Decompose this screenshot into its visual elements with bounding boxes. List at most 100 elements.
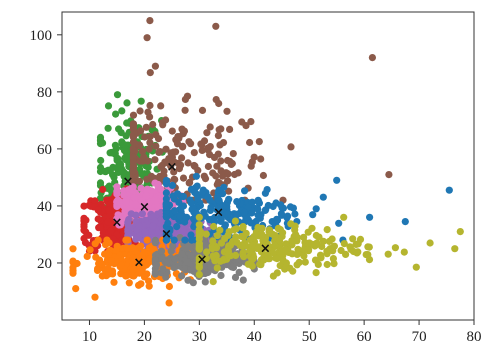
cluster-7-point bbox=[171, 255, 179, 263]
x-tick-label: 70 bbox=[412, 329, 427, 345]
cluster-9-point bbox=[315, 233, 323, 241]
cluster-2-point bbox=[247, 118, 255, 126]
cluster-8-point bbox=[171, 207, 179, 215]
cluster-6-point bbox=[69, 245, 77, 253]
cluster-8-point bbox=[192, 172, 200, 180]
cluster-2-point bbox=[210, 153, 219, 161]
cluster-2-point bbox=[190, 149, 198, 157]
cluster-2-point bbox=[146, 69, 154, 77]
cluster-7-point bbox=[187, 252, 195, 260]
centroid-marker-7: × bbox=[197, 253, 208, 268]
cluster-8-point bbox=[206, 206, 214, 214]
cluster-8-point bbox=[222, 210, 230, 219]
cluster-7-point bbox=[183, 244, 192, 252]
cluster-8-point bbox=[222, 202, 230, 210]
cluster-8-point bbox=[319, 193, 327, 201]
cluster-2-point bbox=[168, 127, 176, 135]
cluster-2-point bbox=[200, 172, 208, 180]
cluster-6-point bbox=[83, 252, 91, 260]
cluster-1-point bbox=[96, 194, 105, 202]
centroid-marker-6: × bbox=[133, 256, 144, 271]
cluster-7-point bbox=[235, 268, 243, 276]
cluster-9-point bbox=[364, 243, 372, 251]
cluster-4-point bbox=[138, 197, 146, 205]
cluster-2-point bbox=[146, 101, 154, 110]
cluster-6-point bbox=[143, 236, 151, 244]
cluster-8-point bbox=[233, 198, 241, 206]
cluster-1-point bbox=[137, 97, 145, 105]
cluster-2-point bbox=[212, 172, 220, 180]
cluster-8-point bbox=[162, 195, 170, 203]
cluster-9-point bbox=[252, 230, 260, 238]
cluster-2-point bbox=[225, 187, 233, 195]
cluster-9-point bbox=[340, 240, 348, 248]
cluster-2-point bbox=[144, 108, 152, 116]
cluster-9-point bbox=[287, 220, 295, 228]
cluster-8-point bbox=[286, 203, 295, 211]
cluster-8-point bbox=[162, 201, 170, 209]
cluster-9-point bbox=[293, 261, 301, 269]
cluster-8-point bbox=[273, 216, 282, 224]
cluster-7-point bbox=[231, 273, 240, 281]
cluster-7-point bbox=[190, 264, 198, 273]
x-tick-label: 50 bbox=[302, 329, 317, 345]
cluster-8-point bbox=[240, 208, 248, 216]
cluster-8-point bbox=[177, 205, 185, 213]
cluster-9-point bbox=[224, 247, 232, 255]
cluster-2-point bbox=[129, 146, 137, 154]
cluster-3-point bbox=[99, 185, 107, 194]
cluster-9-point bbox=[269, 272, 277, 280]
cluster-9-point bbox=[263, 252, 271, 260]
cluster-6-point bbox=[93, 266, 102, 274]
cluster-4-point bbox=[123, 204, 131, 212]
cluster-9-point bbox=[384, 250, 392, 258]
cluster-7-point bbox=[207, 263, 215, 271]
cluster-8-point bbox=[193, 182, 201, 190]
cluster-2-point bbox=[156, 148, 164, 156]
cluster-6-point bbox=[108, 257, 116, 265]
cluster-9-point bbox=[352, 240, 360, 248]
cluster-2-point bbox=[131, 140, 139, 148]
outlier-point bbox=[366, 213, 374, 221]
cluster-6-point bbox=[86, 246, 94, 254]
cluster-1-point bbox=[123, 99, 131, 107]
cluster-9-point bbox=[216, 226, 224, 234]
cluster-9-point bbox=[195, 228, 203, 236]
cluster-1-point bbox=[113, 91, 122, 99]
cluster-9-point bbox=[316, 251, 325, 259]
y-tick-label: 100 bbox=[30, 28, 53, 44]
cluster-9-point bbox=[210, 222, 218, 231]
cluster-6-point bbox=[136, 257, 144, 265]
cluster-5-point bbox=[149, 222, 157, 230]
cluster-9-point bbox=[233, 238, 241, 246]
cluster-2-point bbox=[218, 172, 227, 180]
centroid-marker-9: × bbox=[260, 241, 271, 256]
cluster-4-point bbox=[131, 194, 139, 202]
cluster-2-point bbox=[174, 133, 182, 141]
y-tick-label: 80 bbox=[37, 85, 52, 101]
cluster-1-point bbox=[110, 173, 118, 181]
cluster-3-point bbox=[81, 239, 90, 247]
cluster-3-point bbox=[80, 226, 88, 234]
cluster-1-point bbox=[121, 169, 129, 177]
cluster-2-point bbox=[204, 144, 212, 152]
cluster-4-point bbox=[115, 221, 123, 229]
cluster-2-point bbox=[215, 126, 223, 134]
cluster-8-point bbox=[248, 198, 256, 206]
outlier-point bbox=[146, 17, 154, 25]
cluster-9-point bbox=[276, 237, 284, 245]
cluster-2-point bbox=[178, 154, 186, 162]
cluster-1-point bbox=[111, 150, 119, 158]
cluster-1-point bbox=[111, 141, 119, 149]
cluster-4-point bbox=[157, 185, 165, 193]
cluster-9-point bbox=[231, 217, 239, 225]
cluster-9-point bbox=[289, 267, 297, 275]
cluster-2-point bbox=[179, 174, 188, 182]
cluster-8-point bbox=[233, 210, 241, 218]
cluster-2-point bbox=[149, 120, 157, 129]
cluster-7-point bbox=[151, 268, 159, 276]
cluster-8-point bbox=[312, 205, 320, 213]
cluster-9-point bbox=[195, 213, 203, 221]
outlier-point bbox=[456, 228, 464, 236]
cluster-2-point bbox=[206, 123, 214, 131]
